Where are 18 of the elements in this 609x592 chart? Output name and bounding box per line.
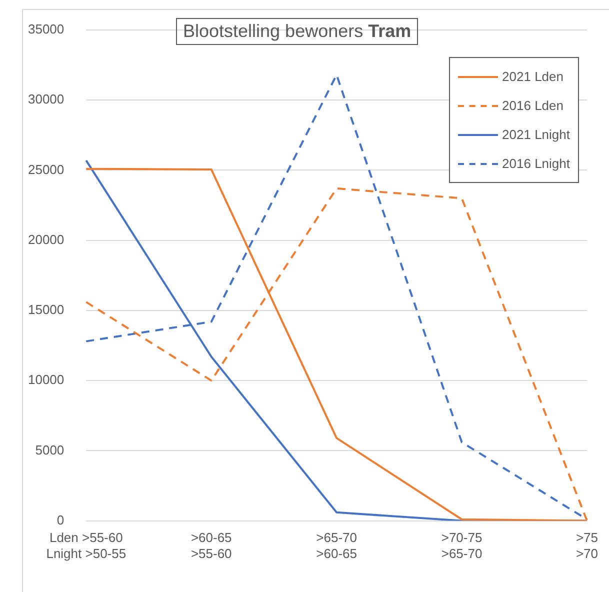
y-tick-label: 10000 [28,372,64,388]
y-tick-label: 5000 [35,442,64,458]
y-tick-label: 35000 [28,22,64,37]
x-tick-label: >60-65 >55-60 [190,530,232,561]
legend-label: 2016 Lden [502,98,564,113]
y-tick-label: 30000 [28,92,64,107]
chart-title: Blootstelling bewoners Tram [176,18,418,45]
x-tick-label: Lden >55-60 Lnight >50-55 [46,530,126,561]
x-tick-label: >75 >70 [576,530,598,561]
y-tick-label: 15000 [28,302,64,318]
y-tick-label: 20000 [28,232,64,247]
y-tick-label: 0 [56,512,64,528]
y-tick-label: 25000 [28,162,64,177]
legend-label: 2021 Lnight [502,127,570,142]
legend-label: 2016 Lnight [502,156,570,171]
x-tick-label: >65-70 >60-65 [316,530,357,561]
x-tick-label: >70-75 >65-70 [441,530,482,561]
legend-label: 2021 Lden [502,69,564,84]
